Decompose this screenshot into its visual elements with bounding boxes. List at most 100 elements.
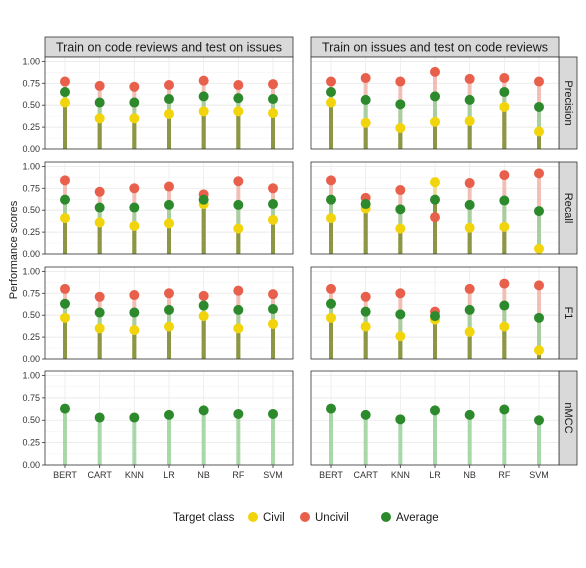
point-civil [360,117,371,128]
x-tick-label: CART [87,470,112,480]
point-average [129,412,140,423]
panel-border [44,56,294,150]
point-uncivil [326,175,336,186]
point-average [233,199,244,210]
point-average [464,304,475,315]
point-average [94,307,105,318]
point-average [430,194,440,205]
point-average [164,94,174,105]
x-tick-label: SVM [263,470,283,480]
point-civil [464,326,475,337]
point-civil [164,218,174,229]
point-uncivil [360,73,371,84]
legend-key-uncivil [300,512,310,522]
point-average [164,304,174,315]
y-tick-label: 1.00 [22,161,40,171]
point-civil [268,214,278,225]
row-strip-label: Precision [562,80,574,125]
y-tick-label: 0.75 [22,393,40,403]
y-tick-label: 0.25 [22,122,40,132]
point-average [60,403,70,414]
point-uncivil [129,290,140,301]
point-average [430,405,440,416]
point-uncivil [94,80,105,91]
y-tick-label: 0.75 [22,78,40,88]
row-strip-label: nMCC [562,402,574,433]
x-tick-label: NB [197,470,210,480]
point-average [326,403,336,414]
point-average [94,202,105,213]
point-uncivil [499,170,510,181]
point-average [233,93,244,104]
point-civil [430,177,440,188]
point-uncivil [164,288,174,299]
panel-recall-0 [44,161,294,255]
point-average [464,409,475,420]
point-average [430,311,440,322]
point-civil [233,106,244,117]
point-average [499,300,510,311]
legend-label-uncivil: Uncivil [315,512,349,524]
point-uncivil [94,291,105,302]
point-uncivil [326,283,336,294]
point-civil [326,312,336,323]
point-average [395,309,406,320]
point-civil [94,217,105,228]
point-uncivil [268,183,278,194]
point-average [326,194,336,205]
point-average [534,312,544,323]
panel-border [310,56,560,150]
y-tick-label: 0.50 [22,415,40,425]
point-average [164,409,174,420]
y-tick-label: 1.00 [22,56,40,66]
point-average [60,194,70,205]
y-tick-label: 0.25 [22,332,40,342]
point-average [360,94,371,105]
point-average [395,414,406,425]
panel-precision-0 [44,56,294,150]
x-tick-label: LR [163,470,175,480]
x-tick-label: BERT [53,470,77,480]
y-tick-label: 0.75 [22,183,40,193]
y-tick-label: 0.25 [22,438,40,448]
point-civil [430,116,440,127]
point-civil [499,101,510,112]
point-average [198,194,209,205]
point-average [430,91,440,102]
point-uncivil [430,212,440,223]
point-uncivil [464,283,475,294]
point-uncivil [326,76,336,87]
point-uncivil [395,288,406,299]
point-civil [164,108,174,119]
x-tick-label: RF [232,470,244,480]
point-uncivil [430,66,440,77]
point-uncivil [534,76,544,87]
column-strip-label: Train on issues and test on code reviews [322,41,548,55]
point-civil [395,223,406,234]
point-average [499,87,510,98]
row-strip-label: F1 [562,307,574,320]
point-civil [129,113,140,124]
y-axis-title: Performance scores [8,200,20,299]
point-average [94,97,105,108]
point-average [129,202,140,213]
point-average [360,306,371,317]
point-civil [499,221,510,232]
point-civil [233,323,244,334]
x-tick-label: RF [498,470,510,480]
point-civil [129,220,140,231]
panel-recall-1 [310,161,560,255]
point-uncivil [395,185,406,196]
point-uncivil [534,168,544,179]
panel-border [310,161,560,255]
point-civil [464,222,475,233]
point-average [499,195,510,206]
point-average [395,99,406,110]
point-average [94,412,105,423]
point-uncivil [164,80,174,91]
point-uncivil [129,183,140,194]
point-civil [94,323,105,334]
point-average [499,404,510,415]
x-tick-label: CART [353,470,378,480]
point-uncivil [464,73,475,84]
